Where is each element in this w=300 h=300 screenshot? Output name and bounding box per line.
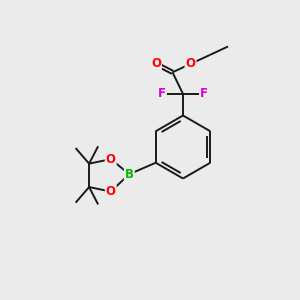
Text: O: O xyxy=(185,57,196,70)
Text: O: O xyxy=(106,185,116,198)
Text: O: O xyxy=(151,57,161,70)
Text: B: B xyxy=(125,168,134,181)
Text: F: F xyxy=(158,87,166,101)
Text: O: O xyxy=(106,153,116,166)
Text: F: F xyxy=(200,87,208,101)
